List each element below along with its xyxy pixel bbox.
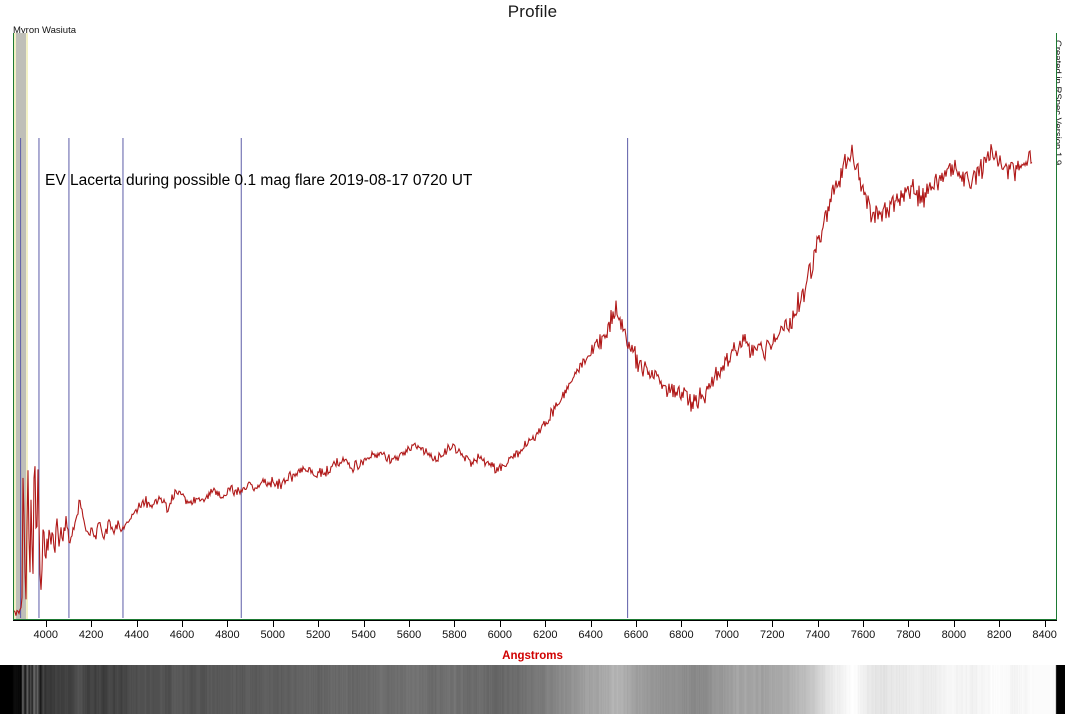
x-axis-line [13, 620, 1057, 621]
x-tick-label: 7000 [714, 629, 740, 641]
x-tick-label: 8400 [1032, 629, 1057, 641]
x-tick-label: 5800 [442, 629, 467, 641]
x-tick [953, 620, 955, 627]
x-tick-label: 7200 [759, 629, 785, 641]
x-tick [726, 620, 728, 627]
x-tick [590, 620, 592, 627]
x-tick [181, 620, 183, 627]
x-axis-label: Angstroms [502, 650, 563, 662]
software-credit: Created in RSpec Version 1.9 [1052, 40, 1063, 166]
x-tick [136, 620, 138, 627]
x-tick-label: 7600 [850, 629, 876, 641]
x-tick-label: 8200 [986, 629, 1012, 641]
page-title: Profile [507, 2, 558, 21]
x-tick [681, 620, 683, 627]
x-tick [772, 620, 774, 627]
x-tick-label: 4800 [215, 629, 240, 641]
x-tick [636, 620, 638, 627]
x-tick [817, 620, 819, 627]
x-tick-label: 6400 [578, 629, 603, 641]
mask-edge-left [14, 33, 16, 619]
mask-edge-right [26, 33, 28, 619]
x-tick [91, 620, 93, 627]
x-tick-label: 7400 [805, 629, 830, 641]
x-tick [863, 620, 865, 627]
marker-lines-layer [20, 138, 629, 618]
synthetic-spectrum-strip [0, 665, 1065, 714]
x-tick-label: 6600 [623, 629, 649, 641]
x-tick-label: 6200 [532, 629, 558, 641]
x-tick [409, 620, 410, 627]
x-tick [545, 620, 547, 627]
x-tick [363, 620, 365, 627]
x-tick-label: 4600 [169, 629, 195, 641]
x-tick-label: 6000 [487, 629, 513, 641]
x-tick [908, 620, 910, 627]
spectrum-plot-area[interactable] [13, 33, 1057, 620]
x-tick-label: 4400 [124, 629, 149, 641]
x-tick-label: 4000 [33, 629, 59, 641]
x-tick-label: 8000 [941, 629, 967, 641]
x-tick [45, 620, 47, 627]
annotation-text: EV Lacerta during possible 0.1 mag flare… [45, 172, 473, 189]
x-tick-label: 5200 [305, 629, 331, 641]
x-tick [1044, 620, 1046, 627]
x-tick-label: 7800 [896, 629, 921, 641]
author-credit: Myron Wasiuta [13, 25, 76, 36]
x-tick [454, 620, 456, 627]
x-tick-label: 4200 [78, 629, 104, 641]
x-tick [999, 620, 1001, 627]
x-tick [318, 620, 320, 627]
x-tick-label: 5400 [351, 629, 376, 641]
x-tick [272, 620, 274, 627]
spectrum-trace [14, 144, 1033, 616]
x-tick-label: 5000 [260, 629, 286, 641]
x-tick-label: 5600 [396, 629, 422, 641]
spectrum-trace-layer [14, 144, 1033, 616]
x-tick [227, 620, 229, 627]
x-tick-label: 6800 [669, 629, 694, 641]
x-tick [499, 620, 501, 627]
